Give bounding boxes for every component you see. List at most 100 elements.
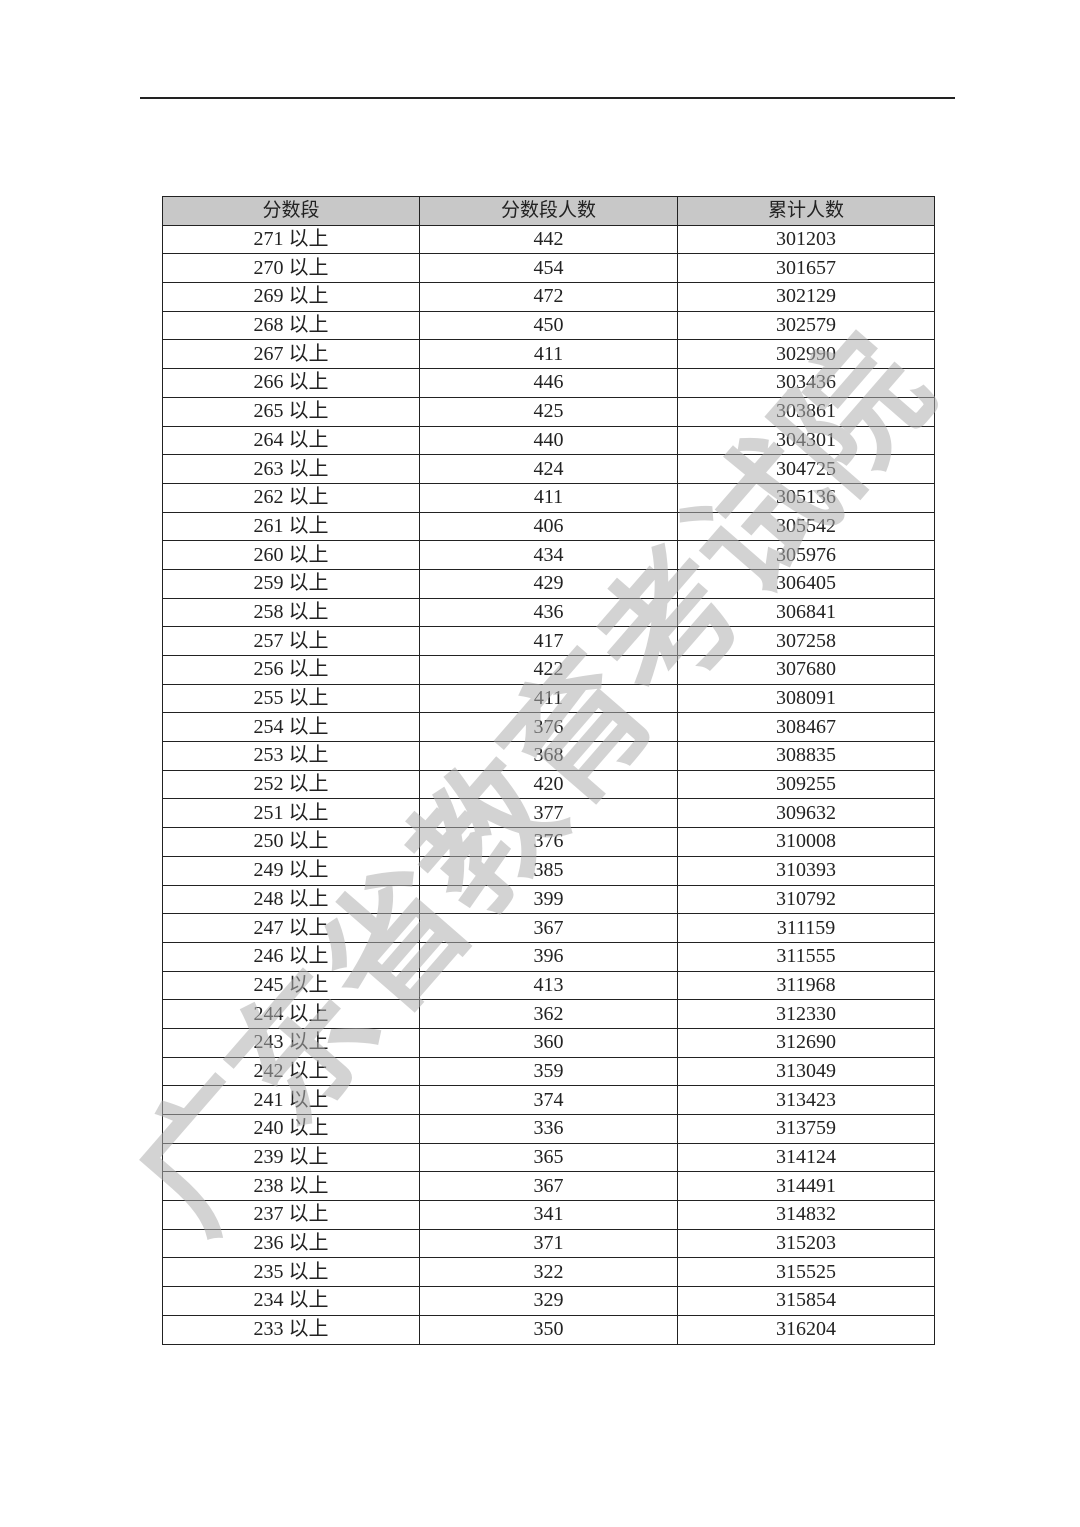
table-cell: 314832 [677, 1200, 935, 1230]
table-row: 267 以上 411 302990 [162, 339, 935, 370]
header-cell: 分数段人数 [419, 196, 678, 226]
table-cell: 239 以上 [162, 1142, 420, 1173]
table-row: 241 以上 374 313423 [162, 1085, 935, 1115]
table-row: 254 以上 376 308467 [162, 712, 935, 743]
table-row: 265 以上 425 303861 [162, 396, 935, 427]
table-cell: 429 [419, 568, 678, 599]
table-row: 263 以上 424 304725 [162, 454, 935, 484]
table-cell: 446 [419, 368, 678, 398]
header-row: 分数段 分数段人数 累计人数 [162, 196, 935, 226]
table-cell: 312330 [677, 999, 935, 1029]
table-cell: 301203 [677, 224, 935, 255]
table-cell: 306841 [677, 597, 935, 628]
table-cell: 367 [419, 1171, 678, 1202]
table-cell: 310008 [677, 827, 935, 857]
table-row: 251 以上 377 309632 [162, 798, 935, 829]
table-cell: 271 以上 [162, 224, 420, 255]
table-cell: 314491 [677, 1171, 935, 1202]
table-row: 250 以上 376 310008 [162, 827, 935, 857]
table-cell: 257 以上 [162, 626, 420, 656]
table-cell: 376 [419, 712, 678, 743]
table-cell: 252 以上 [162, 769, 420, 800]
table-row: 257 以上 417 307258 [162, 626, 935, 656]
table-cell: 302990 [677, 339, 935, 370]
table-row: 249 以上 385 310393 [162, 855, 935, 886]
table-row: 234 以上 329 315854 [162, 1286, 935, 1316]
table-cell: 442 [419, 224, 678, 255]
header-cell: 累计人数 [677, 196, 935, 226]
table-cell: 309255 [677, 769, 935, 800]
table-row: 246 以上 396 311555 [162, 941, 935, 972]
table-cell: 315525 [677, 1257, 935, 1288]
table-row: 264 以上 440 304301 [162, 425, 935, 456]
table-row: 233 以上 350 316204 [162, 1314, 935, 1345]
table-cell: 242 以上 [162, 1056, 420, 1087]
table-row: 270 以上 454 301657 [162, 253, 935, 284]
table-cell: 313423 [677, 1085, 935, 1115]
table-cell: 306405 [677, 568, 935, 599]
table-cell: 311159 [677, 913, 935, 943]
table-cell: 304301 [677, 425, 935, 456]
table-cell: 259 以上 [162, 568, 420, 599]
table-cell: 247 以上 [162, 913, 420, 943]
table-cell: 244 以上 [162, 999, 420, 1029]
table-row: 271 以上 442 301203 [162, 224, 935, 255]
table-cell: 362 [419, 999, 678, 1029]
table-cell: 313759 [677, 1114, 935, 1144]
table-cell: 256 以上 [162, 655, 420, 685]
table-cell: 417 [419, 626, 678, 656]
table-cell: 303436 [677, 368, 935, 398]
table-row: 235 以上 322 315525 [162, 1257, 935, 1288]
table-cell: 268 以上 [162, 310, 420, 341]
top-rule [140, 97, 955, 99]
table-row: 245 以上 413 311968 [162, 970, 935, 1001]
table-cell: 422 [419, 655, 678, 685]
table-cell: 312690 [677, 1027, 935, 1058]
table-cell: 406 [419, 511, 678, 542]
table-cell: 450 [419, 310, 678, 341]
table-cell: 341 [419, 1200, 678, 1230]
table-cell: 454 [419, 253, 678, 284]
table-cell: 251 以上 [162, 798, 420, 829]
table-cell: 250 以上 [162, 827, 420, 857]
table-cell: 308467 [677, 712, 935, 743]
table-cell: 413 [419, 970, 678, 1001]
table-row: 262 以上 411 305136 [162, 482, 935, 513]
table-cell: 263 以上 [162, 454, 420, 484]
table-cell: 308091 [677, 683, 935, 714]
table-cell: 385 [419, 855, 678, 886]
table-cell: 313049 [677, 1056, 935, 1087]
table-cell: 371 [419, 1228, 678, 1259]
table-cell: 309632 [677, 798, 935, 829]
table-row: 237 以上 341 314832 [162, 1200, 935, 1230]
table-cell: 260 以上 [162, 540, 420, 570]
table-cell: 424 [419, 454, 678, 484]
table-cell: 253 以上 [162, 741, 420, 771]
table-row: 238 以上 367 314491 [162, 1171, 935, 1202]
table-cell: 308835 [677, 741, 935, 771]
table-cell: 265 以上 [162, 396, 420, 427]
table-cell: 310393 [677, 855, 935, 886]
table-cell: 336 [419, 1114, 678, 1144]
table-cell: 315203 [677, 1228, 935, 1259]
table-cell: 233 以上 [162, 1314, 420, 1345]
table-cell: 315854 [677, 1286, 935, 1316]
table-cell: 249 以上 [162, 855, 420, 886]
table-cell: 411 [419, 339, 678, 370]
table-cell: 396 [419, 941, 678, 972]
table-row: 259 以上 429 306405 [162, 568, 935, 599]
table-row: 256 以上 422 307680 [162, 655, 935, 685]
header-cell: 分数段 [162, 196, 420, 226]
table-cell: 302579 [677, 310, 935, 341]
table-cell: 436 [419, 597, 678, 628]
table-row: 247 以上 367 311159 [162, 913, 935, 943]
table-row: 268 以上 450 302579 [162, 310, 935, 341]
table-row: 255 以上 411 308091 [162, 683, 935, 714]
table-cell: 376 [419, 827, 678, 857]
table-cell: 269 以上 [162, 282, 420, 312]
table-cell: 235 以上 [162, 1257, 420, 1288]
table-cell: 368 [419, 741, 678, 771]
table-cell: 425 [419, 396, 678, 427]
table-cell: 377 [419, 798, 678, 829]
